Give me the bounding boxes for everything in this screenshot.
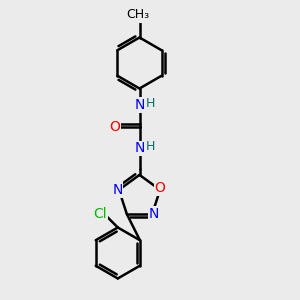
Text: N: N (134, 98, 145, 112)
Text: N: N (112, 183, 123, 197)
Text: O: O (110, 121, 120, 134)
Text: N: N (134, 142, 145, 155)
Text: O: O (154, 181, 166, 195)
Text: H: H (146, 140, 156, 154)
Text: N: N (148, 207, 159, 221)
Text: Cl: Cl (93, 207, 106, 221)
Text: H: H (146, 97, 156, 110)
Text: CH₃: CH₃ (126, 8, 150, 22)
